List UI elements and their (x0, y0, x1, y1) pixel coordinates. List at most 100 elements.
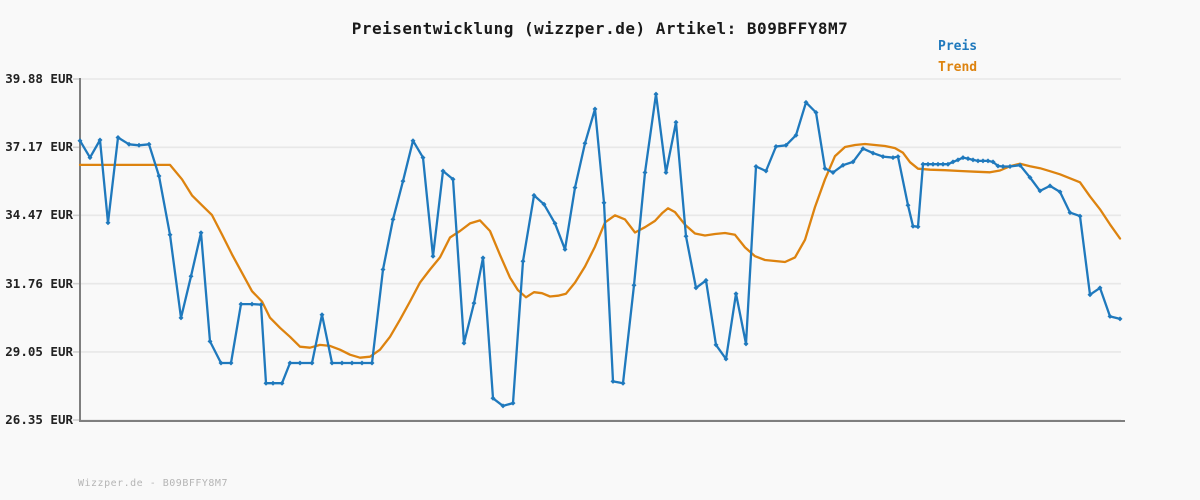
preis-point-marker (198, 230, 204, 236)
preis-point-marker (510, 400, 516, 406)
preis-point-marker (450, 176, 456, 182)
preis-point-marker (840, 162, 846, 168)
preis-point-marker (753, 164, 759, 169)
preis-point-marker (349, 360, 355, 366)
preis-point-marker (895, 154, 901, 160)
preis-point-marker (763, 168, 769, 174)
preis-point-marker (126, 141, 132, 147)
preis-point-marker (1097, 285, 1103, 291)
preis-point-marker (97, 137, 103, 143)
preis-point-marker (572, 185, 578, 191)
legend-trend: Trend (938, 60, 978, 75)
preis-point-marker (925, 161, 931, 167)
preis-point-marker (1107, 313, 1113, 319)
preis-point-marker (592, 106, 598, 112)
y-axis-tick-label: 37.17 EUR (5, 139, 73, 155)
preis-point-marker (480, 255, 486, 261)
preis-point-marker (783, 142, 789, 148)
preis-point-marker (1017, 162, 1023, 168)
preis-point-marker (980, 158, 986, 164)
preis-point-marker (87, 155, 93, 161)
preis-point-marker (663, 170, 669, 175)
preis-point-marker (890, 155, 896, 161)
preis-point-marker (1067, 210, 1073, 216)
preis-line (78, 92, 1122, 408)
preis-point-marker (1000, 164, 1006, 169)
preis-point-marker (1117, 316, 1123, 322)
preis-point-marker (813, 110, 819, 115)
watermark-text: Wizzper.de - B09BFFY8M7 (78, 478, 228, 489)
preis-point-marker (793, 132, 799, 138)
preis-point-marker (410, 138, 416, 144)
preis-point-marker (520, 258, 526, 264)
preis-point-marker (960, 155, 966, 161)
preis-point-marker (743, 341, 749, 347)
preis-point-marker (440, 168, 446, 174)
preis-point-marker (803, 99, 809, 105)
preis-point-marker (329, 360, 335, 366)
preis-point-marker (1087, 292, 1093, 298)
preis-point-marker (1037, 188, 1043, 194)
preis-point-marker (683, 233, 689, 239)
preis-point-marker (870, 150, 876, 156)
preis-point-marker (167, 232, 173, 238)
preis-point-marker (642, 170, 648, 175)
preis-point-marker (471, 300, 477, 306)
preis-point-marker (935, 161, 941, 167)
preis-point-marker (990, 159, 996, 165)
preis-point-marker (339, 360, 345, 366)
y-axis-tick-label: 34.47 EUR (5, 207, 73, 223)
preis-point-marker (733, 291, 739, 297)
preis-point-marker (965, 156, 971, 162)
preis-point-marker (279, 380, 285, 386)
preis-point-marker (915, 224, 921, 230)
preis-point-marker (713, 342, 719, 348)
preis-point-marker (156, 173, 162, 179)
preis-point-marker (723, 356, 729, 362)
trend-line (78, 142, 1122, 359)
preis-point-marker (541, 201, 547, 207)
preis-point-marker (430, 253, 436, 259)
preis-point-marker (773, 144, 779, 149)
preis-point-marker (1057, 189, 1063, 195)
preis-point-marker (287, 360, 293, 366)
preis-point-marker (270, 380, 276, 386)
preis-point-marker (77, 138, 83, 144)
preis-point-marker (218, 360, 224, 366)
preis-point-marker (400, 178, 406, 184)
preis-point-marker (940, 161, 946, 167)
preis-point-marker (136, 142, 142, 148)
preis-point-marker (631, 282, 637, 288)
preis-point-marker (369, 360, 375, 366)
preis-point-marker (860, 146, 866, 152)
legend-preis: Preis (938, 39, 978, 54)
preis-point-marker (850, 159, 856, 165)
preis-point-marker (500, 403, 506, 409)
preis-point-marker (1027, 175, 1033, 180)
preis-point-marker (319, 312, 325, 318)
preis-point-marker (146, 141, 152, 147)
preis-point-marker (105, 220, 111, 226)
y-axis-tick-label: 31.76 EUR (5, 275, 73, 291)
preis-point-marker (975, 158, 981, 164)
preis-point-marker (552, 220, 558, 226)
preis-point-marker (985, 158, 991, 164)
preis-point-marker (945, 161, 951, 167)
preis-point-marker (249, 301, 255, 307)
preis-point-marker (461, 340, 467, 346)
preis-point-marker (562, 246, 568, 252)
preis-point-marker (228, 360, 234, 366)
preis-point-marker (830, 170, 836, 175)
preis-point-marker (880, 154, 886, 160)
y-axis-tick-label: 39.88 EUR (5, 71, 73, 86)
preis-point-marker (188, 273, 194, 279)
preis-point-marker (910, 223, 916, 229)
preis-point-marker (258, 302, 264, 308)
preis-point-marker (610, 378, 616, 384)
preis-point-marker (359, 360, 365, 366)
preis-point-marker (490, 395, 496, 401)
preis-point-marker (970, 157, 976, 163)
preis-point-marker (955, 157, 961, 163)
